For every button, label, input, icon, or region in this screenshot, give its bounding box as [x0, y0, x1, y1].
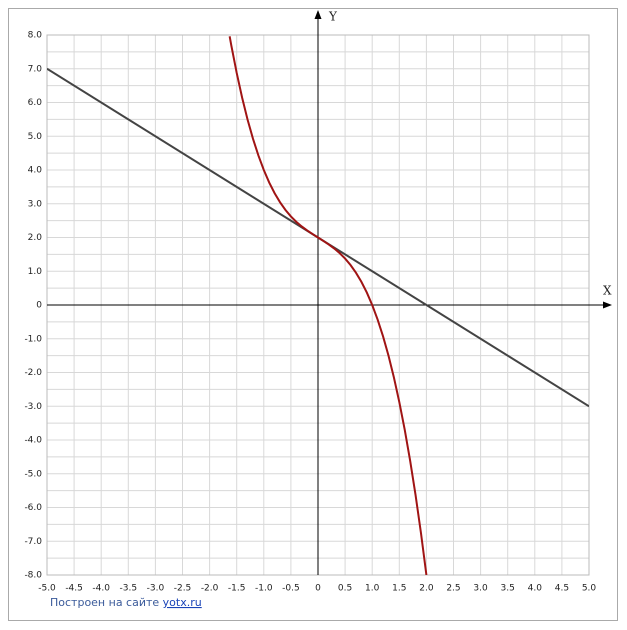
footer-link[interactable]: yotx.ru — [163, 596, 202, 609]
y-axis-label: Y — [328, 10, 338, 24]
y-tick-label: -6.0 — [24, 503, 42, 513]
y-tick-label: -5.0 — [24, 469, 42, 479]
y-axis-arrow — [314, 10, 322, 19]
x-tick-label: 3.5 — [501, 584, 515, 594]
x-tick-label: -1.5 — [228, 584, 246, 594]
x-tick-label: -4.5 — [65, 584, 83, 594]
x-tick-label: -1.0 — [255, 584, 273, 594]
y-tick-label: -1.0 — [24, 334, 42, 344]
frame — [8, 8, 618, 621]
y-tick-label: 2.0 — [28, 233, 43, 243]
footer-text: Построен на сайте yotx.ru — [50, 596, 202, 609]
x-tick-label: 5.0 — [582, 584, 597, 594]
y-tick-label: -4.0 — [24, 436, 42, 446]
y-tick-label: 8.0 — [28, 31, 43, 41]
x-tick-label: -5.0 — [38, 584, 56, 594]
footer-prefix: Построен на сайте — [50, 596, 159, 609]
x-tick-label: -3.0 — [147, 584, 165, 594]
y-tick-label: -7.0 — [24, 537, 42, 547]
x-tick-label: -2.0 — [201, 584, 219, 594]
x-tick-label: 0.5 — [338, 584, 352, 594]
curve — [228, 36, 428, 575]
x-axis-label: X — [603, 284, 612, 298]
x-tick-label: 3.0 — [473, 584, 488, 594]
y-tick-label: 0 — [36, 301, 42, 311]
x-tick-label: 0 — [315, 584, 321, 594]
x-tick-label: 2.0 — [419, 584, 434, 594]
y-tick-label: -8.0 — [24, 571, 42, 581]
x-tick-label: 1.0 — [365, 584, 380, 594]
y-tick-label: 7.0 — [28, 64, 43, 74]
x-tick-label: -0.5 — [282, 584, 300, 594]
x-tick-label: -3.5 — [120, 584, 138, 594]
x-tick-label: 2.5 — [446, 584, 460, 594]
y-tick-label: 4.0 — [28, 166, 43, 176]
x-tick-label: 4.0 — [528, 584, 543, 594]
x-tick-label: 1.5 — [392, 584, 406, 594]
y-tick-label: -3.0 — [24, 402, 42, 412]
y-tick-label: 5.0 — [28, 132, 43, 142]
y-tick-label: 1.0 — [28, 267, 43, 277]
y-tick-label: 6.0 — [28, 98, 43, 108]
x-axis-arrow — [603, 301, 612, 309]
x-tick-label: -4.0 — [92, 584, 110, 594]
y-tick-label: -2.0 — [24, 368, 42, 378]
x-tick-label: -2.5 — [174, 584, 192, 594]
x-tick-label: 4.5 — [555, 584, 569, 594]
y-tick-label: 3.0 — [28, 199, 43, 209]
